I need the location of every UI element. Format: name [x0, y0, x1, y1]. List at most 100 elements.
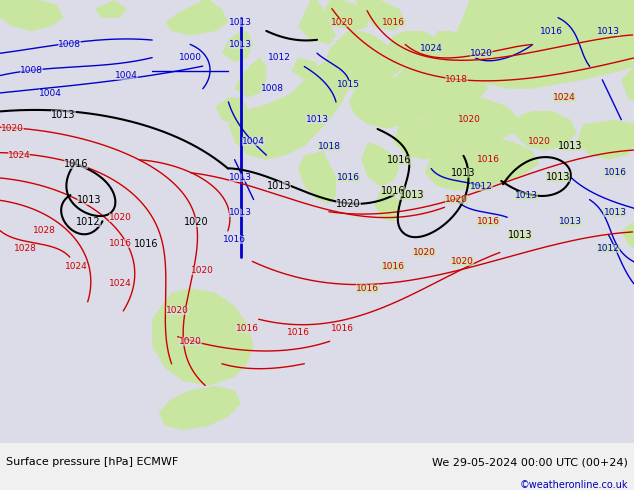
Text: 1012: 1012	[77, 217, 101, 227]
Text: 1024: 1024	[65, 262, 87, 270]
Text: 1013: 1013	[559, 141, 583, 151]
Polygon shape	[393, 58, 488, 115]
Text: 1013: 1013	[51, 110, 75, 121]
Text: 1028: 1028	[14, 244, 37, 253]
Text: 1004: 1004	[242, 137, 265, 147]
Polygon shape	[621, 67, 634, 102]
Polygon shape	[621, 221, 634, 248]
Polygon shape	[431, 31, 476, 58]
Polygon shape	[95, 0, 127, 18]
Text: 1013: 1013	[230, 173, 252, 182]
Text: 1020: 1020	[413, 248, 436, 257]
Text: 1018: 1018	[318, 142, 341, 151]
Text: 1020: 1020	[184, 217, 209, 227]
Text: 1016: 1016	[236, 324, 259, 333]
Polygon shape	[323, 49, 406, 89]
Text: 1024: 1024	[109, 279, 132, 288]
Text: 1013: 1013	[77, 195, 101, 204]
Polygon shape	[393, 120, 456, 160]
Polygon shape	[361, 142, 399, 186]
Polygon shape	[349, 58, 368, 75]
Text: 1013: 1013	[451, 168, 475, 178]
Text: 1013: 1013	[508, 230, 532, 240]
Text: 1020: 1020	[445, 195, 468, 204]
Text: 1015: 1015	[337, 80, 360, 89]
Polygon shape	[0, 0, 63, 31]
Polygon shape	[374, 191, 399, 221]
Text: 1016: 1016	[356, 284, 379, 293]
Text: 1013: 1013	[230, 40, 252, 49]
Polygon shape	[463, 0, 634, 89]
Polygon shape	[387, 31, 444, 67]
Text: 1013: 1013	[604, 208, 626, 218]
Text: 1004: 1004	[39, 89, 62, 98]
Text: 1016: 1016	[64, 159, 88, 169]
Polygon shape	[577, 120, 634, 160]
Text: ©weatheronline.co.uk: ©weatheronline.co.uk	[519, 480, 628, 490]
Text: 1008: 1008	[58, 40, 81, 49]
Polygon shape	[165, 0, 228, 35]
Text: 1016: 1016	[134, 239, 158, 249]
Text: 1020: 1020	[470, 49, 493, 58]
Text: 1004: 1004	[115, 71, 138, 80]
Polygon shape	[235, 58, 266, 98]
Text: 1020: 1020	[191, 266, 214, 275]
Text: 1013: 1013	[230, 208, 252, 218]
Text: 1013: 1013	[515, 191, 538, 199]
Polygon shape	[425, 138, 539, 191]
Text: 1018: 1018	[445, 75, 468, 84]
Text: 1008: 1008	[20, 67, 43, 75]
Text: 1016: 1016	[604, 169, 626, 177]
Polygon shape	[216, 98, 247, 124]
Text: 1016: 1016	[387, 155, 411, 165]
Text: 1013: 1013	[597, 26, 620, 36]
Polygon shape	[152, 288, 254, 386]
Text: 1016: 1016	[287, 328, 309, 337]
Text: 1012: 1012	[470, 182, 493, 191]
Polygon shape	[526, 0, 583, 35]
Polygon shape	[222, 31, 254, 62]
Text: Surface pressure [hPa] ECMWF: Surface pressure [hPa] ECMWF	[6, 457, 179, 467]
Text: 1016: 1016	[337, 173, 360, 182]
Polygon shape	[323, 31, 393, 89]
Text: 1012: 1012	[597, 244, 620, 253]
Text: 1012: 1012	[268, 53, 290, 62]
Polygon shape	[349, 75, 431, 128]
Text: 1016: 1016	[477, 217, 500, 226]
Text: 1016: 1016	[331, 324, 354, 333]
Polygon shape	[431, 53, 482, 89]
Text: 1020: 1020	[458, 115, 481, 124]
Text: 1020: 1020	[527, 137, 550, 147]
Polygon shape	[158, 386, 241, 430]
Text: 1020: 1020	[331, 18, 354, 26]
Text: 1013: 1013	[230, 18, 252, 26]
Polygon shape	[292, 58, 317, 80]
Polygon shape	[628, 120, 634, 142]
Polygon shape	[298, 151, 336, 204]
Text: 1016: 1016	[382, 262, 404, 270]
Text: 1020: 1020	[179, 337, 202, 346]
Polygon shape	[418, 98, 520, 147]
Text: 1016: 1016	[381, 186, 405, 196]
Text: 1024: 1024	[8, 151, 30, 160]
Text: 1020: 1020	[1, 124, 24, 133]
Text: 1000: 1000	[179, 53, 202, 62]
Text: 1016: 1016	[477, 155, 500, 164]
Polygon shape	[298, 0, 336, 44]
Polygon shape	[456, 0, 526, 40]
Text: 1013: 1013	[546, 172, 570, 182]
Text: 1016: 1016	[540, 26, 563, 36]
Polygon shape	[514, 111, 577, 151]
Text: 1020: 1020	[451, 257, 474, 266]
Text: 1024: 1024	[553, 93, 576, 102]
Text: 1013: 1013	[559, 217, 582, 226]
Text: 1020: 1020	[337, 199, 361, 209]
Text: 1013: 1013	[400, 190, 424, 200]
Polygon shape	[355, 0, 406, 31]
Text: 1013: 1013	[267, 181, 291, 191]
Text: 1008: 1008	[261, 84, 284, 93]
Text: We 29-05-2024 00:00 UTC (00+24): We 29-05-2024 00:00 UTC (00+24)	[432, 457, 628, 467]
Text: 1020: 1020	[109, 213, 132, 222]
Polygon shape	[228, 53, 361, 160]
Text: 1016: 1016	[382, 18, 404, 26]
